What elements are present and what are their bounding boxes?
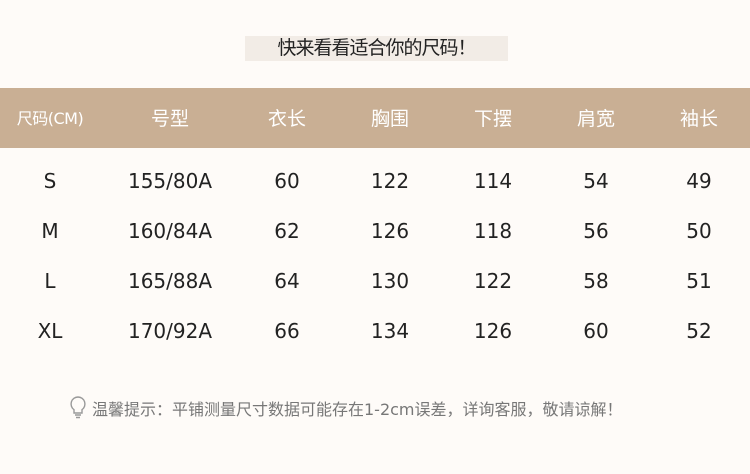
table-cell: 49 [686,169,712,193]
table-cell: 64 [274,269,300,293]
table-cell: XL [37,319,63,343]
table-cell: 66 [274,319,300,343]
table-cell: 126 [473,319,513,343]
table-cell: 126 [370,219,410,243]
tip-text: 温馨提示：平铺测量尺寸数据可能存在1-2cm误差，详询客服，敬请谅解！ [92,400,623,419]
table-cell: 122 [370,169,410,193]
column-header: 胸围 [370,108,409,130]
table-cell: 118 [473,219,513,243]
table-header [0,88,750,148]
column-header: 号型 [150,108,189,130]
table-cell: 160/84A [127,219,213,243]
table-cell: 56 [583,219,609,243]
column-header: 下摆 [473,108,512,130]
table-cell: 52 [686,319,712,343]
table-cell: L [44,269,56,293]
table-cell: 134 [370,319,410,343]
table-cell: 58 [583,269,609,293]
table-cell: 130 [370,269,410,293]
table-cell: 155/80A [127,169,213,193]
table-cell: 122 [473,269,513,293]
table-cell: 62 [274,219,300,243]
lightbulb-icon [68,395,88,425]
table-cell: 170/92A [127,319,213,343]
column-header: 尺码(CM) [16,109,84,128]
table-cell: S [43,169,57,193]
page-title: 快来看看适合你的尺码！ [245,36,508,61]
column-header: 袖长 [679,108,718,130]
table-cell: 60 [274,169,300,193]
table-cell: 114 [473,169,513,193]
table-cell: 50 [686,219,712,243]
table-cell: 60 [583,319,609,343]
table-cell: 165/88A [127,269,213,293]
table-cell: 54 [583,169,609,193]
table-cell: 51 [686,269,712,293]
tip: 温馨提示：平铺测量尺寸数据可能存在1-2cm误差，详询客服，敬请谅解！ [68,395,623,425]
table-cell: M [41,219,59,243]
column-header: 肩宽 [576,108,615,130]
column-header: 衣长 [267,108,306,130]
